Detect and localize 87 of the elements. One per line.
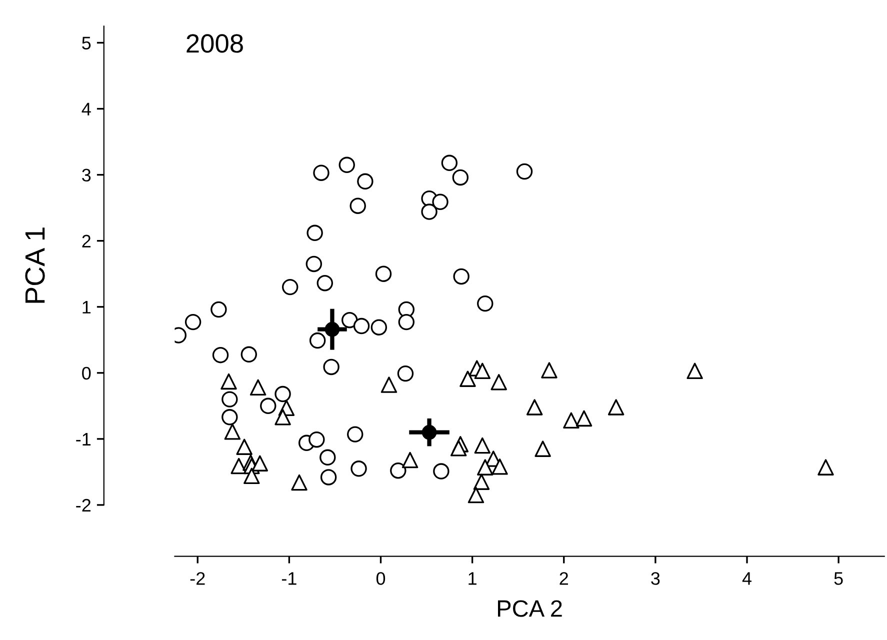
point <box>353 318 370 334</box>
point <box>184 314 202 330</box>
point <box>468 486 484 504</box>
x-axis-title: PCA 2 <box>498 600 562 617</box>
point <box>516 163 533 180</box>
point <box>240 346 258 363</box>
point <box>320 449 336 466</box>
point <box>350 460 367 477</box>
y-tick-label: 1 <box>82 300 91 314</box>
point <box>252 455 268 472</box>
point <box>474 362 491 380</box>
point <box>260 398 276 414</box>
point <box>236 438 252 455</box>
annotation: 2008 <box>186 34 243 53</box>
y-tick-label: -2 <box>76 498 90 512</box>
point <box>210 301 227 318</box>
point <box>316 274 334 292</box>
y-tick-label: 5 <box>82 36 91 50</box>
point <box>282 278 298 296</box>
point <box>477 459 494 476</box>
point <box>323 358 340 376</box>
point <box>222 409 238 426</box>
y-tick-label: -1 <box>76 433 91 446</box>
point <box>274 409 291 426</box>
x-tick-label: 3 <box>651 572 660 585</box>
point <box>433 463 450 480</box>
point <box>375 266 392 282</box>
point <box>390 462 406 479</box>
point <box>818 459 834 476</box>
point <box>250 379 266 396</box>
point <box>397 365 414 382</box>
point <box>576 410 592 427</box>
point <box>541 362 558 378</box>
point <box>320 469 337 486</box>
x-tick-label: 1 <box>468 572 476 585</box>
point <box>563 412 580 429</box>
point <box>402 452 418 468</box>
point <box>212 346 229 364</box>
point <box>608 399 624 416</box>
point <box>526 399 543 416</box>
y-tick-label: 0 <box>82 366 91 380</box>
point <box>230 458 247 474</box>
point <box>441 154 458 172</box>
point <box>308 431 325 448</box>
x-tick-label: 4 <box>742 572 752 585</box>
x-tick-label: 2 <box>560 572 568 585</box>
point <box>370 319 388 336</box>
point <box>342 312 358 328</box>
point <box>473 474 490 490</box>
point <box>450 440 467 456</box>
point <box>244 468 260 484</box>
y-tick-label: 3 <box>82 168 91 182</box>
point <box>460 370 476 387</box>
point <box>291 474 308 491</box>
y-tick-label: 4 <box>82 102 91 116</box>
point <box>453 268 470 285</box>
point <box>220 373 237 390</box>
x-tick-label: 0 <box>376 572 386 585</box>
point <box>490 374 507 390</box>
point <box>306 224 323 242</box>
point <box>313 164 330 181</box>
point <box>686 362 703 380</box>
point <box>452 169 469 186</box>
point <box>338 156 355 174</box>
point <box>274 386 291 402</box>
point <box>346 426 364 442</box>
y-axis-title: PCA 1 <box>25 228 45 303</box>
point <box>306 256 322 272</box>
point <box>477 295 494 312</box>
x-tick-label: -2 <box>190 572 205 585</box>
point <box>224 424 241 440</box>
point <box>492 458 508 475</box>
x-tick-label: -1 <box>282 572 296 585</box>
y-tick-label: 2 <box>82 234 90 248</box>
point <box>222 391 238 408</box>
point <box>398 314 415 330</box>
point <box>350 198 366 214</box>
point <box>309 332 326 349</box>
point <box>474 437 491 454</box>
point <box>432 194 448 210</box>
point <box>534 440 551 457</box>
point <box>421 204 438 220</box>
point <box>324 322 340 337</box>
point <box>357 173 374 190</box>
point <box>380 376 398 393</box>
x-tick-label: 5 <box>834 572 843 585</box>
point <box>422 424 437 440</box>
